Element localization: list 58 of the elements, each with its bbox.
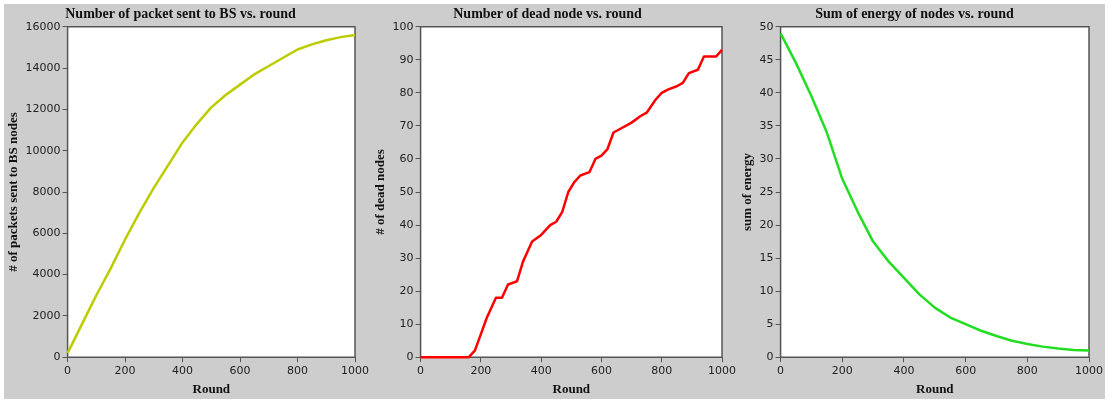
y-axis-title: sum of energy — [739, 152, 755, 231]
x-tick-label: 600 — [229, 363, 251, 377]
x-tick-label: 0 — [417, 363, 425, 377]
x-tick-label: 200 — [831, 363, 853, 377]
y-tick-label: 50 — [399, 184, 414, 198]
y-tick-label: 20 — [759, 217, 774, 231]
y-tick-label: 70 — [399, 118, 414, 132]
y-tick-label: 60 — [399, 151, 414, 165]
y-tick-label: 20 — [399, 283, 414, 297]
y-tick-label: 2000 — [32, 308, 61, 322]
y-tick-label: 90 — [399, 52, 414, 66]
y-axis-title: # of dead nodes — [372, 149, 388, 235]
y-tick-label: 16000 — [25, 19, 61, 33]
x-tick-label: 800 — [1016, 363, 1038, 377]
y-tick-label: 8000 — [32, 184, 61, 198]
x-tick-label: 200 — [470, 363, 492, 377]
y-tick-label: 40 — [399, 217, 414, 231]
chart-title: Number of packet sent to BS vs. round — [65, 6, 296, 22]
y-tick-label: 100 — [392, 19, 414, 33]
y-tick-label: 0 — [53, 350, 61, 364]
y-tick-label: 30 — [399, 250, 414, 264]
x-axis-title: Round — [552, 380, 591, 396]
y-axis-title: # of packets sent to BS nodes — [5, 112, 21, 272]
x-tick-label: 800 — [651, 363, 673, 377]
x-tick-label: 1000 — [1075, 363, 1103, 377]
x-tick-label: 0 — [777, 363, 785, 377]
y-tick-label: 80 — [399, 85, 414, 99]
y-tick-label: 4000 — [32, 267, 61, 281]
x-tick-label: 400 — [530, 363, 552, 377]
y-tick-label: 10 — [399, 317, 414, 331]
x-tick-label: 800 — [287, 363, 309, 377]
y-tick-label: 5 — [766, 317, 774, 331]
y-tick-label: 10000 — [25, 143, 61, 157]
chart-title: Sum of energy of nodes vs. round — [815, 6, 1014, 22]
y-tick-label: 14000 — [25, 60, 61, 74]
x-tick-label: 400 — [893, 363, 915, 377]
x-axis-title: Round — [192, 380, 231, 396]
y-tick-label: 12000 — [25, 102, 61, 116]
chart-title: Number of dead node vs. round — [453, 6, 642, 22]
y-tick-label: 25 — [759, 184, 774, 198]
x-tick-label: 1000 — [341, 363, 369, 377]
x-tick-label: 200 — [114, 363, 136, 377]
y-tick-label: 15 — [759, 250, 774, 264]
x-axis-title: Round — [916, 380, 955, 396]
y-tick-label: 35 — [759, 118, 774, 132]
y-tick-label: 0 — [406, 350, 414, 364]
y-tick-label: 0 — [766, 350, 774, 364]
x-tick-label: 1000 — [708, 363, 736, 377]
y-tick-label: 40 — [759, 85, 774, 99]
y-tick-label: 30 — [759, 151, 774, 165]
y-tick-label: 45 — [759, 52, 774, 66]
x-tick-label: 600 — [955, 363, 977, 377]
x-tick-label: 600 — [590, 363, 612, 377]
y-tick-label: 10 — [759, 283, 774, 297]
y-tick-label: 6000 — [32, 226, 61, 240]
x-tick-label: 0 — [64, 363, 72, 377]
x-tick-label: 400 — [172, 363, 194, 377]
y-tick-label: 50 — [759, 19, 774, 33]
